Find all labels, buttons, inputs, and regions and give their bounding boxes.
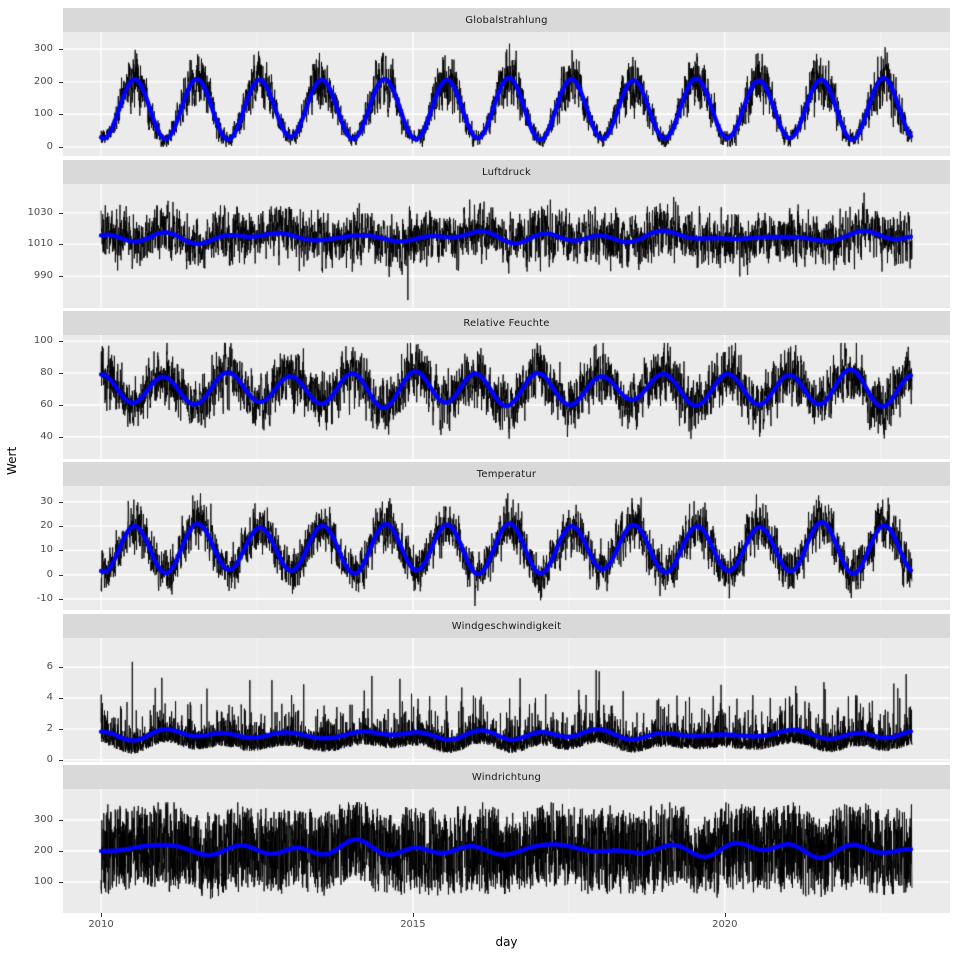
y-tick-label: 1010 [27,238,53,250]
y-tick-mark [59,882,63,883]
y-tick-mark [59,146,63,148]
facet-windrichtung: Windrichtung 100 200 300 [0,765,960,913]
facet-windgeschwindigkeit: Windgeschwindigkeit 0 2 4 6 [0,614,960,765]
y-tick-label: 20 [40,520,53,532]
x-tick-label: 2010 [88,919,114,930]
y-tick-mark [59,48,63,50]
strip-label: Globalstrahlung [465,14,548,26]
y-tick-label: 0 [46,568,53,580]
y-tick-label: 60 [40,398,53,410]
y-tick-mark [59,574,63,576]
x-tick-label: 2015 [400,919,426,930]
y-tick-mark [59,526,63,528]
y-tick-mark [59,728,63,730]
facet-globalstrahlung: Globalstrahlung 0 100 200 300 [0,8,960,156]
y-tick-mark [59,667,63,669]
y-tick-mark [59,114,63,116]
y-axis-ticks-globalstrahlung: 0 100 200 300 [0,32,63,156]
y-tick-label: 10 [40,544,53,556]
panel-canvas-globalstrahlung [63,32,950,156]
y-tick-label: 300 [33,42,53,54]
y-tick-label: 200 [33,845,53,856]
y-tick-label: 0 [46,753,53,765]
y-tick-label: 990 [33,270,53,282]
y-tick-mark [59,212,63,214]
y-axis-ticks-relative-feuchte: 40 60 80 100 [0,335,63,459]
strip-label: Temperatur [476,468,537,480]
facet-strip: Windrichtung [63,765,950,789]
x-axis-title: day [495,935,518,949]
y-tick-label: 300 [33,814,53,825]
y-tick-mark [59,599,63,601]
y-tick-mark [59,404,63,406]
panel-canvas-windgeschwindigkeit [63,638,950,762]
y-tick-mark [59,698,63,700]
y-tick-label: 100 [33,335,53,347]
panel-canvas-windrichtung [63,789,950,913]
y-axis-ticks-windrichtung: 100 200 300 [0,789,63,913]
y-tick-label: -10 [36,593,53,605]
y-tick-label: 200 [33,75,53,87]
x-tick-label: 2020 [712,919,738,930]
y-tick-label: 30 [40,495,53,507]
facet-strip: Globalstrahlung [63,8,950,32]
y-tick-mark [59,341,63,343]
y-tick-label: 4 [46,692,53,704]
y-tick-label: 0 [46,140,53,152]
strip-label: Luftdruck [482,166,531,178]
x-tick-mark [412,913,414,917]
x-axis: day 2010 2015 2020 [0,913,960,960]
y-axis-ticks-luftdruck: 990 1010 1030 [0,184,63,308]
facet-strip: Relative Feuchte [63,311,950,335]
panel-canvas-temperatur [63,486,950,610]
y-tick-mark [59,759,63,761]
strip-label: Windrichtung [471,771,542,783]
y-tick-mark [59,81,63,83]
y-tick-label: 80 [40,367,53,379]
panel-canvas-relative-feuchte [63,335,950,459]
y-tick-mark [59,550,63,552]
y-tick-label: 100 [33,108,53,120]
y-tick-mark [59,820,63,821]
y-axis-ticks-windgeschwindigkeit: 0 2 4 6 [0,638,63,765]
y-tick-mark [59,373,63,375]
panel-canvas-luftdruck [63,184,950,308]
y-tick-label: 2 [46,722,53,734]
y-tick-mark [59,501,63,503]
facet-luftdruck: Luftdruck 990 1010 1030 [0,160,960,308]
facet-strip: Temperatur [63,462,950,486]
y-tick-mark [59,276,63,278]
facet-strip: Windgeschwindigkeit [63,614,950,638]
y-tick-label: 1030 [27,206,53,218]
facet-strip: Luftdruck [63,160,950,184]
y-axis-ticks-temperatur: -10 0 10 20 30 [0,486,63,610]
y-tick-label: 6 [46,661,53,673]
x-tick-mark [101,913,103,917]
facet-temperatur: Temperatur -10 0 10 20 30 [0,462,960,610]
x-tick-mark [724,913,726,917]
strip-label: Relative Feuchte [463,317,550,329]
y-tick-label: 40 [40,430,53,442]
y-tick-mark [59,851,63,852]
y-tick-mark [59,436,63,438]
facet-relative-feuchte: Relative Feuchte 40 60 80 100 [0,311,960,459]
strip-label: Windgeschwindigkeit [451,620,562,632]
y-tick-label: 100 [33,876,53,887]
y-tick-mark [59,244,63,246]
